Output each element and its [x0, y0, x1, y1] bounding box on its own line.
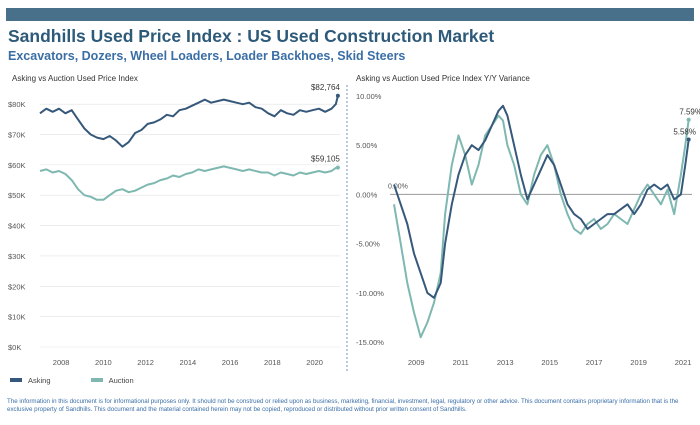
- left-chart-title: Asking vs Auction Used Price Index: [12, 74, 138, 83]
- y-tick-label: 10.00%: [356, 92, 382, 101]
- y-tick-label: -15.00%: [356, 338, 384, 347]
- y-tick-label: $30K: [8, 252, 26, 261]
- x-tick-label: 2016: [222, 358, 239, 367]
- x-tick-label: 2021: [675, 358, 692, 367]
- x-tick-label: 2009: [408, 358, 425, 367]
- y-tick-label: $20K: [8, 282, 26, 291]
- page-title: Sandhills Used Price Index : US Used Con…: [8, 26, 495, 46]
- series-line-auction: [393, 114, 690, 339]
- panel-divider: [346, 85, 348, 373]
- x-tick-label: 2008: [53, 358, 70, 367]
- end-label-auction: $59,105: [311, 155, 340, 164]
- series-line-auction: [39, 165, 339, 201]
- header-bar: [6, 8, 694, 21]
- legend-item-auction: Auction: [90, 375, 134, 385]
- legend-label-asking: Asking: [28, 375, 51, 385]
- y-tick-label: 5.00%: [356, 141, 378, 150]
- x-tick-label: 2019: [630, 358, 647, 367]
- x-tick-label: 2020: [306, 358, 323, 367]
- y-tick-label: $0K: [8, 343, 21, 352]
- y-tick-label: 0.00%: [356, 190, 378, 199]
- y-tick-label: $70K: [8, 131, 26, 140]
- page-subtitle: Excavators, Dozers, Wheel Loaders, Loade…: [8, 49, 406, 63]
- zero-line-label: 0.00%: [388, 183, 408, 190]
- end-point-auction: [335, 165, 340, 170]
- end-label-asking: 5.58%: [673, 128, 696, 137]
- legend-item-asking: Asking: [10, 376, 51, 385]
- variance-chart: 10.00% 5.00% 0.00% -5.00% -10.00% -15.00% 0.00…: [356, 92, 700, 367]
- right-chart-title: Asking vs Auction Used Price Index Y/Y V…: [356, 74, 530, 83]
- series-line-asking: [39, 95, 339, 148]
- end-point-auction: [686, 117, 691, 122]
- end-point-asking: [335, 93, 340, 98]
- x-tick-label: 2011: [453, 358, 469, 367]
- legend-label-auction: Auction: [108, 375, 134, 385]
- disclaimer-text: The information in this document is for …: [7, 398, 679, 413]
- end-label-asking: $82,764: [311, 83, 340, 92]
- y-tick-label: $10K: [8, 313, 26, 322]
- legend: Asking Auction: [10, 375, 172, 385]
- y-tick-label: $50K: [8, 191, 26, 200]
- end-label-auction: 7.59%: [679, 108, 700, 117]
- x-tick-label: 2017: [586, 358, 603, 367]
- price-index-chart: $0K $10K $20K $30K $40K $50K $60K $70K $80K 2008 2…: [8, 83, 340, 367]
- x-tick-label: 2014: [180, 358, 197, 367]
- y-tick-label: -10.00%: [356, 289, 384, 298]
- x-tick-label: 2010: [95, 358, 112, 367]
- x-tick-label: 2018: [264, 358, 281, 367]
- series-line-asking: [393, 104, 690, 299]
- legend-swatch-asking: [10, 378, 22, 382]
- x-tick-label: 2013: [497, 358, 514, 367]
- y-tick-label: $80K: [8, 100, 26, 109]
- y-tick-label: $40K: [8, 222, 26, 231]
- y-tick-label: $60K: [8, 161, 26, 170]
- legend-swatch-auction: [90, 378, 103, 382]
- end-point-asking: [686, 137, 691, 142]
- x-tick-label: 2012: [137, 358, 154, 367]
- x-tick-label: 2015: [541, 358, 558, 367]
- y-tick-label: -5.00%: [356, 240, 380, 249]
